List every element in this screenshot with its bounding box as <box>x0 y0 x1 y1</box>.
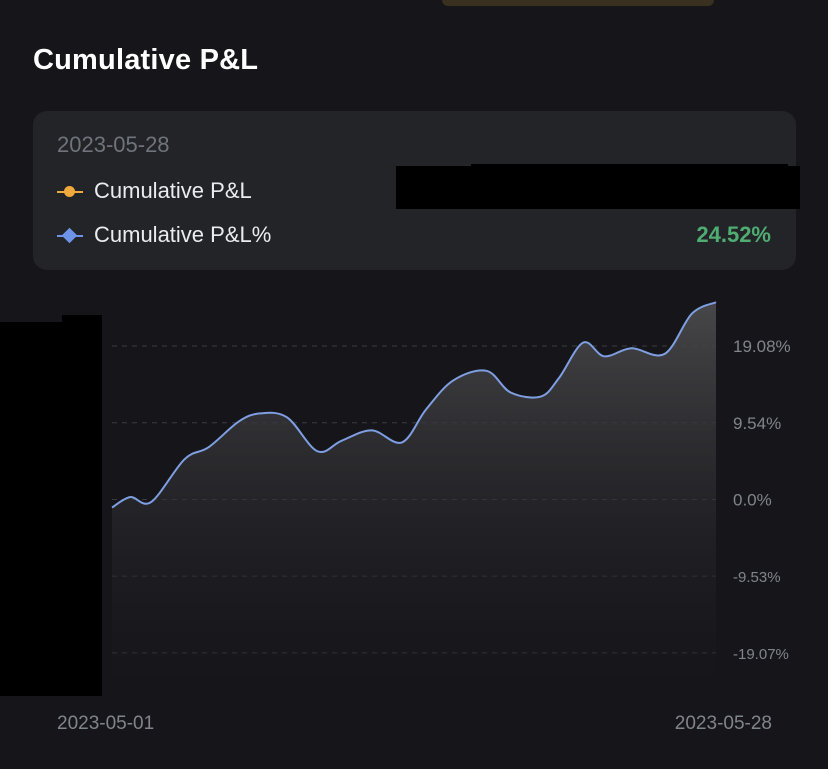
x-tick-start: 2023-05-01 <box>57 713 154 734</box>
y-tick-label: 19.08% <box>733 337 791 356</box>
redaction-block <box>62 315 102 325</box>
legend-label-pnl: Cumulative P&L <box>94 178 252 203</box>
y-tick-label: 9.54% <box>733 414 781 433</box>
legend-value-pnl-percent: 24.52% <box>696 222 771 247</box>
chart-tooltip: 2023-05-28 Cumulative P&L Cumulative P&L… <box>33 111 796 270</box>
legend-circle-icon <box>64 186 75 197</box>
tooltip-date: 2023-05-28 <box>57 132 170 157</box>
series-line-pnl-percent <box>111 301 717 509</box>
y-tick-label: -9.53% <box>733 569 781 586</box>
area-fill <box>112 302 716 695</box>
legend-row-pnl-percent: Cumulative P&L% 24.52% <box>57 222 797 250</box>
top-tab-highlight <box>442 0 714 6</box>
y-tick-label: 0.0% <box>733 491 772 510</box>
redaction-block <box>471 164 788 170</box>
page-title: Cumulative P&L <box>33 44 259 76</box>
legend-row-pnl: Cumulative P&L <box>57 178 797 206</box>
y-tick-label: -19.07% <box>733 646 789 663</box>
x-tick-end: 2023-05-28 <box>675 713 772 734</box>
redaction-block <box>0 322 102 696</box>
legend-label-pnl-percent: Cumulative P&L% <box>94 222 272 247</box>
redaction-block <box>396 166 800 209</box>
